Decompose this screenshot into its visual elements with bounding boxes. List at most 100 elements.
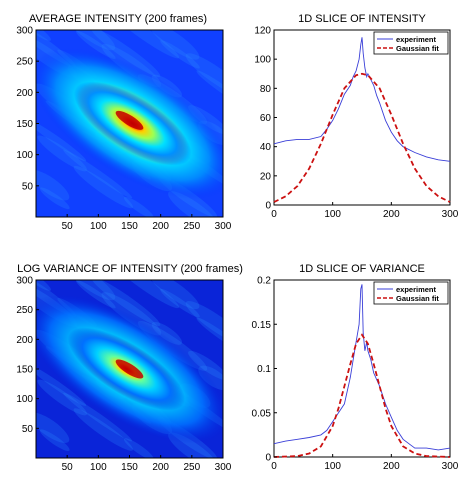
average-intensity-panel: 50 100 150 200 250 30050100150200250300AVERAG… <box>16 13 232 232</box>
y-tick-label: 150 <box>16 365 33 376</box>
series-line-gaussian-fit <box>273 333 451 458</box>
heatmap-streak <box>151 321 183 345</box>
heatmap-streak <box>37 135 87 172</box>
legend-label: experiment <box>396 285 437 294</box>
y-tick-label: 80 <box>260 84 272 95</box>
x-tick-label: 250 <box>183 221 200 232</box>
x-tick-label: 100 <box>324 209 341 220</box>
x-tick-label: 200 <box>383 209 400 220</box>
heatmap-streak <box>73 165 134 209</box>
x-tick-label: 200 <box>383 461 400 472</box>
x-tick-label: 200 <box>152 221 169 232</box>
heatmap-streak <box>39 187 70 210</box>
x-tick-label: 300 <box>442 209 459 220</box>
x-tick-label: 0 <box>271 209 277 220</box>
heatmap-hotspot <box>115 110 144 130</box>
x-tick-label: 50 <box>62 221 74 232</box>
x-tick-label: 50 <box>62 462 74 473</box>
heatmap-streak <box>188 350 223 381</box>
heatmap-streak <box>37 379 87 416</box>
heatmap-streak <box>149 280 200 310</box>
y-tick-label: 150 <box>16 119 33 130</box>
y-tick-label: 0 <box>265 453 271 464</box>
heatmap-streak <box>76 280 116 309</box>
heatmap-streak <box>185 53 223 97</box>
y-tick-label: 250 <box>16 305 33 316</box>
x-tick-label: 0 <box>271 461 277 472</box>
heatmap-streak <box>65 30 116 51</box>
heatmap-streak <box>36 364 87 406</box>
y-tick-label: 100 <box>16 394 33 405</box>
heatmap-streak <box>160 288 200 318</box>
y-tick-label: 250 <box>16 57 33 68</box>
legend-label: Gaussian fit <box>396 44 439 53</box>
series-line-gaussian-fit <box>273 72 451 203</box>
y-tick-label: 300 <box>16 26 33 37</box>
y-tick-label: 200 <box>16 335 33 346</box>
x-tick-label: 100 <box>324 461 341 472</box>
legend-label: Gaussian fit <box>396 294 439 303</box>
series-line-experiment <box>273 284 451 451</box>
x-tick-label: 300 <box>215 221 232 232</box>
y-tick-label: 60 <box>260 113 272 124</box>
heatmap-streak <box>196 70 223 106</box>
x-tick-label: 100 <box>90 221 107 232</box>
x-tick-label: 250 <box>183 462 200 473</box>
chart-title: 1D SLICE OF INTENSITY <box>298 13 426 25</box>
heatmap-streak <box>36 412 70 443</box>
heatmap-streak <box>109 30 180 59</box>
y-tick-label: 0.15 <box>252 320 272 331</box>
x-tick-label: 150 <box>121 462 138 473</box>
y-tick-label: 0 <box>265 201 271 212</box>
intensity-slice-panel: 0 100 200 300 0 20 40 60 80 100 120 experimentGauss… <box>254 13 458 220</box>
heatmap-hotspot <box>115 359 144 379</box>
x-tick-label: 100 <box>90 462 107 473</box>
chart-title: LOG VARIANCE OF INTENSITY (200 frames) <box>17 263 243 275</box>
heatmap-streak <box>76 30 116 60</box>
heatmap-streak <box>91 30 161 78</box>
heatmap-streak <box>109 280 180 309</box>
heatmap-streak <box>36 30 51 41</box>
x-tick-label: 200 <box>152 462 169 473</box>
y-tick-label: 0.1 <box>257 364 271 375</box>
y-tick-label: 40 <box>260 142 272 153</box>
y-tick-label: 50 <box>22 424 34 435</box>
heatmap-streak <box>123 196 154 217</box>
heatmap-streak <box>63 149 133 199</box>
y-tick-label: 100 <box>16 150 33 161</box>
y-tick-label: 300 <box>16 276 33 287</box>
heatmap-streak <box>123 438 154 458</box>
heatmap-streak <box>196 317 223 353</box>
heatmap-streak <box>91 280 161 326</box>
heatmap-streak <box>149 30 200 60</box>
chart-title: AVERAGE INTENSITY (200 frames) <box>29 13 207 25</box>
y-tick-label: 50 <box>22 181 34 192</box>
plot-frame <box>273 29 451 206</box>
y-tick-label: 120 <box>254 26 271 37</box>
chart-title: 1D SLICE OF VARIANCE <box>299 263 425 275</box>
heatmap-streak <box>160 40 200 69</box>
x-tick-label: 300 <box>442 461 459 472</box>
heatmap-streak <box>63 392 133 442</box>
heatmap-streak <box>36 280 51 291</box>
y-tick-label: 0.2 <box>257 276 271 287</box>
heatmap-streak <box>73 408 134 451</box>
x-tick-label: 150 <box>121 221 138 232</box>
heatmap-image <box>36 280 223 458</box>
legend-label: experiment <box>396 35 437 44</box>
y-tick-label: 200 <box>16 88 33 99</box>
x-tick-label: 300 <box>215 462 232 473</box>
y-tick-label: 0.05 <box>252 408 272 419</box>
heatmap-image <box>36 30 223 217</box>
heatmap-streak <box>168 191 219 217</box>
y-tick-label: 100 <box>254 55 271 66</box>
heatmap-streak <box>185 301 223 345</box>
plot-frame <box>273 279 451 458</box>
heatmap-streak <box>39 429 70 452</box>
heatmap-streak <box>36 169 70 201</box>
heatmap-streak <box>36 119 87 162</box>
y-tick-label: 20 <box>260 171 272 182</box>
